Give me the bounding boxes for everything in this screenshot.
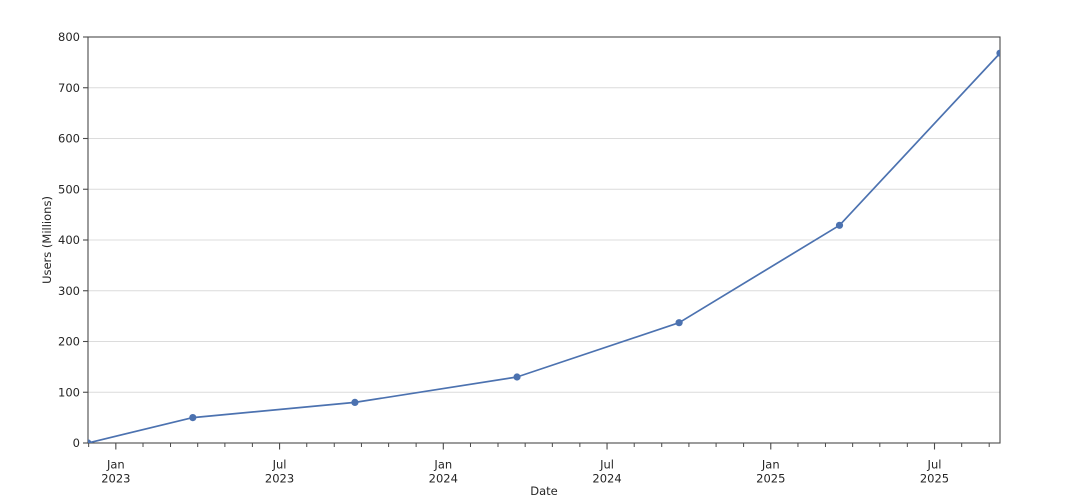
data-point-sep-2024 (675, 319, 683, 327)
data-point-sep-2023 (351, 398, 359, 406)
y-tick-label: 500 (58, 182, 80, 196)
y-axis-title: Users (Millions) (40, 196, 54, 284)
plot-border (87, 36, 1001, 444)
data-point-mar-2025 (835, 221, 844, 229)
x-tick-label: Jul 2024 (592, 458, 621, 486)
x-tick-label: Jul 2023 (265, 458, 294, 486)
users-series (88, 49, 1000, 443)
data-point-sep-2025 (996, 49, 1000, 57)
y-tick-label: 0 (73, 436, 80, 450)
y-tick-label: 400 (58, 233, 80, 247)
axis-ticks (83, 36, 990, 450)
data-point-mar-2023 (189, 414, 197, 422)
data-point-nov-2022 (88, 439, 92, 443)
x-axis-title: Date (530, 484, 558, 498)
x-tick-label: Jan 2024 (429, 458, 458, 486)
x-tick-label: Jan 2023 (101, 458, 130, 486)
y-tick-label: 700 (58, 81, 80, 95)
axis-tick-labels: 0 100 200 300 400 500 600 700 800 Jan 2023 Jul 2023 J… (58, 30, 949, 486)
x-tick-label: Jan 2025 (756, 458, 785, 486)
y-tick-label: 600 (58, 132, 80, 146)
y-tick-label: 800 (58, 30, 80, 44)
y-tick-label: 300 (58, 284, 80, 298)
gridlines (88, 36, 1000, 444)
data-point-mar-2024 (513, 373, 521, 381)
users-line (88, 52, 1000, 443)
y-tick-label: 200 (58, 335, 80, 349)
x-tick-label: Jul 2025 (920, 458, 949, 486)
y-tick-label: 100 (58, 385, 80, 399)
